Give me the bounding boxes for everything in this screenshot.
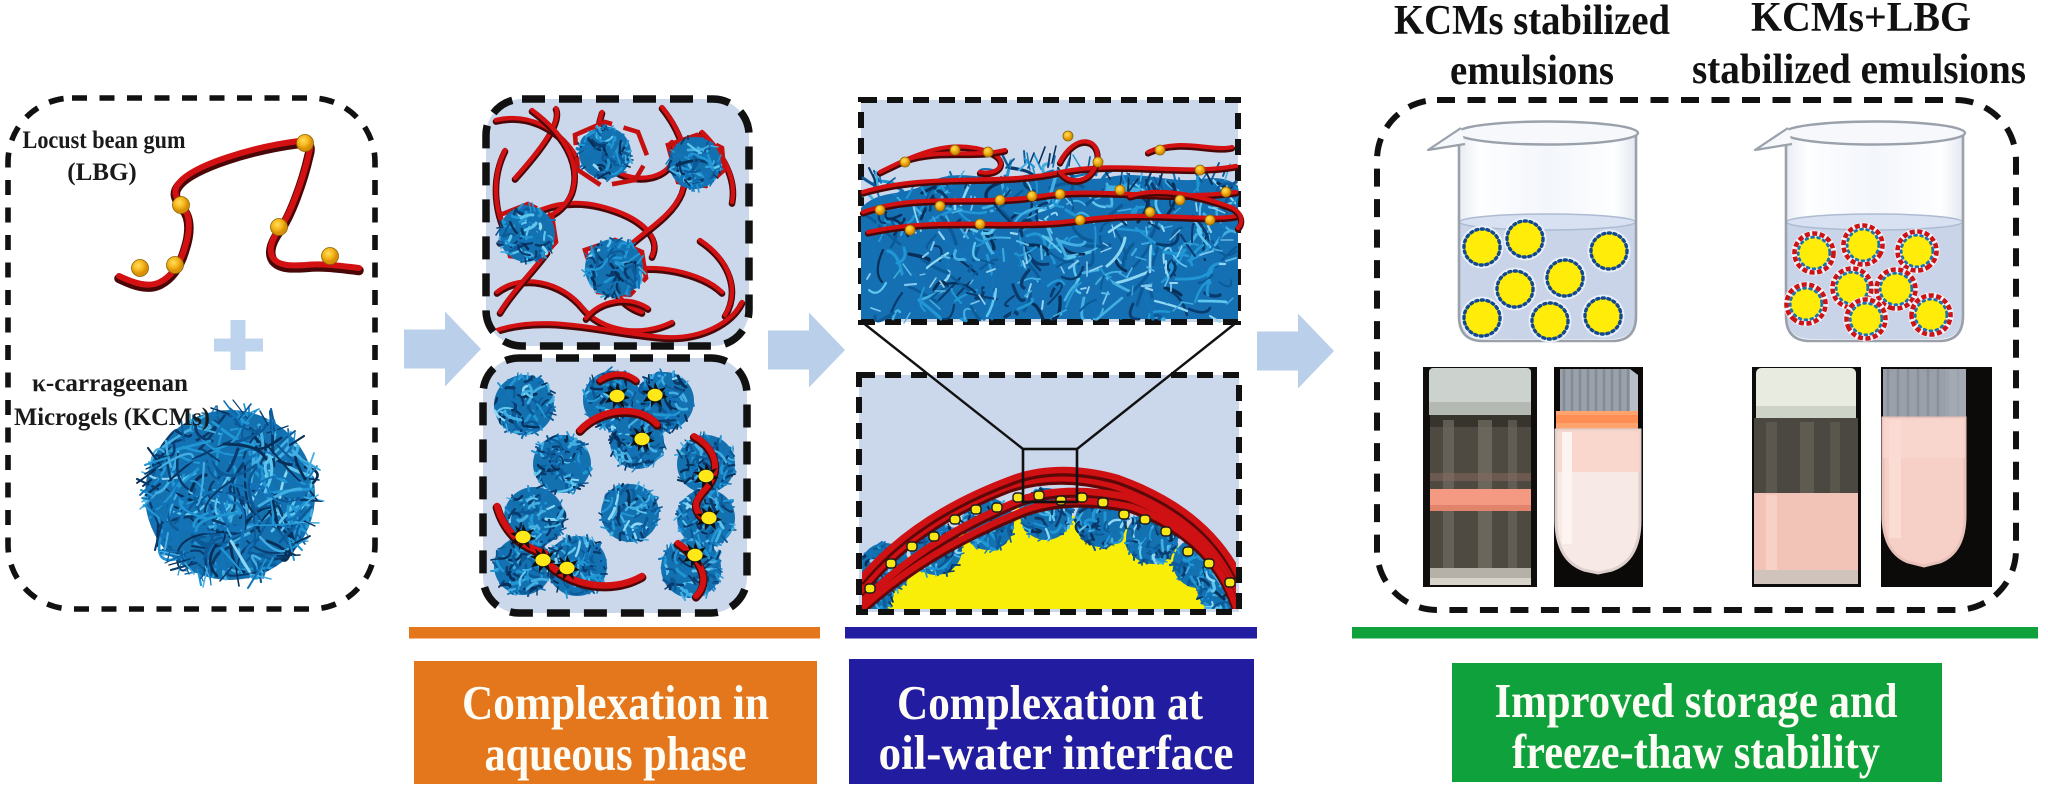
svg-text:Microgels (KCMs): Microgels (KCMs): [14, 404, 210, 431]
svg-text:(LBG): (LBG): [67, 159, 136, 186]
svg-text:Complexation in: Complexation in: [462, 675, 769, 730]
svg-text:KCMs+LBG: KCMs+LBG: [1751, 0, 1971, 41]
svg-text:aqueous phase: aqueous phase: [485, 726, 747, 781]
svg-text:Locust bean gum: Locust bean gum: [23, 127, 186, 154]
svg-text:KCMs stabilized: KCMs stabilized: [1394, 0, 1670, 44]
svg-text:emulsions: emulsions: [1450, 48, 1614, 94]
svg-text:stabilized emulsions: stabilized emulsions: [1692, 47, 2026, 93]
svg-text:oil-water interface: oil-water interface: [879, 725, 1234, 780]
svg-text:freeze-thaw stability: freeze-thaw stability: [1512, 724, 1880, 779]
svg-text:Complexation at: Complexation at: [897, 675, 1204, 730]
svg-text:Improved storage and: Improved storage and: [1495, 673, 1898, 728]
svg-text:κ-carrageenan: κ-carrageenan: [32, 370, 188, 397]
